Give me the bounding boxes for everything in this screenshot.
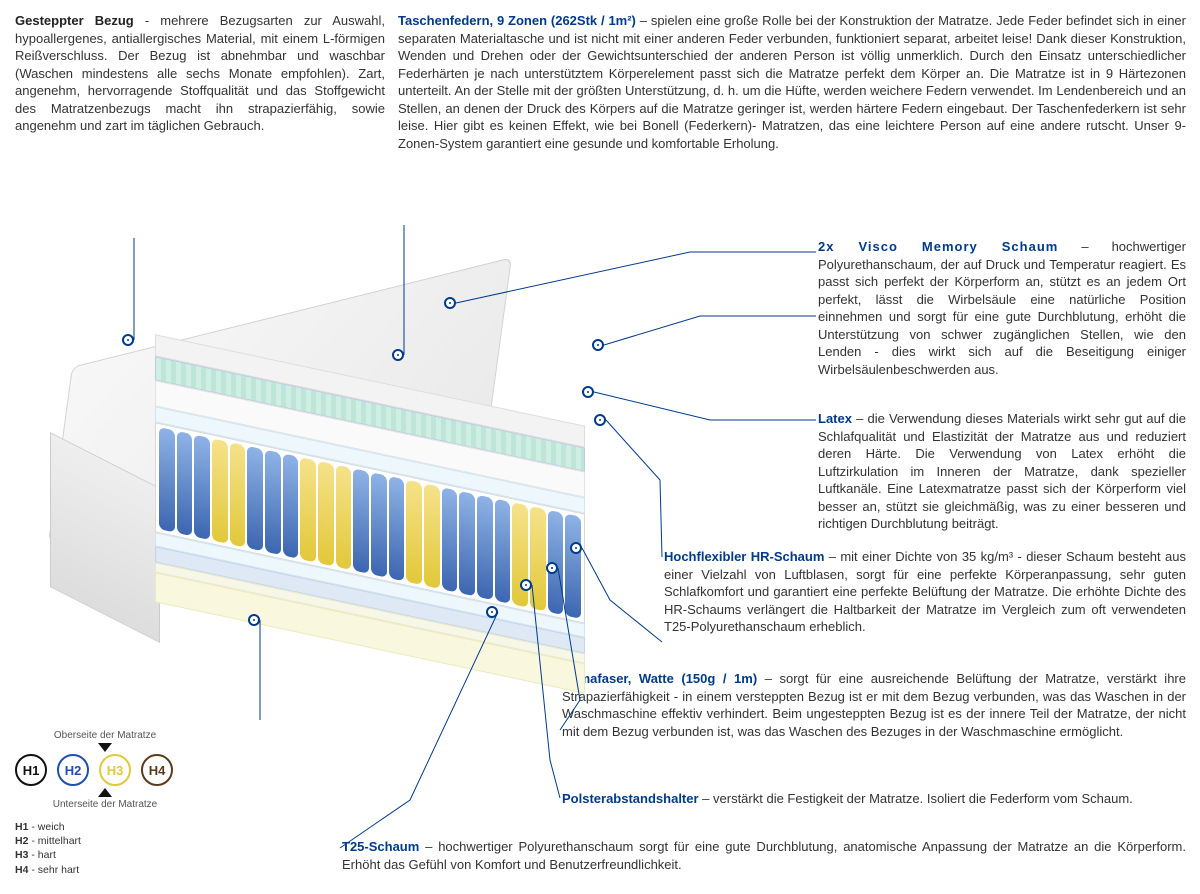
firmness-disc-h2: H2 <box>57 754 89 786</box>
pocket-spring <box>318 461 334 566</box>
section-federn: Taschenfedern, 9 Zonen (262Stk / 1m²) – … <box>398 12 1186 152</box>
pocket-spring <box>336 465 352 570</box>
arrow-up-icon <box>98 788 112 797</box>
firmness-legend: Oberseite der Matratze H1 H2 H3 H4 Untersei… <box>15 730 195 877</box>
section-polster: Polsterabstandshalter – verstärkt die Fe… <box>562 790 1186 808</box>
firmness-disc-h3: H3 <box>99 754 131 786</box>
pocket-spring <box>247 446 263 551</box>
pocket-spring <box>495 499 511 604</box>
mattress-diagram <box>20 260 640 680</box>
legend-keys: H1 - weichH2 - mittelhartH3 - hartH4 - s… <box>15 820 195 877</box>
pocket-spring <box>389 476 405 581</box>
m-bezug-marker <box>122 334 134 346</box>
m-hr2-marker <box>570 542 582 554</box>
polster-body: verstärkt die Festigkeit der Matratze. I… <box>713 791 1133 806</box>
m-side-marker <box>248 614 260 626</box>
bezug-title: Gesteppter Bezug <box>15 13 134 28</box>
bezug-body: mehrere Bezugsarten zur Auswahl, hypoall… <box>15 13 385 133</box>
section-klimafaser: Klimafaser, Watte (150g / 1m) – sorgt fü… <box>562 670 1186 740</box>
pocket-spring <box>300 457 316 562</box>
m-federn-marker <box>392 349 404 361</box>
arrow-down-icon <box>98 743 112 752</box>
t25-body: hochwertiger Polyurethanschaum sorgt für… <box>342 839 1186 872</box>
legend-top-caption: Oberseite der Matratze <box>15 730 195 741</box>
pocket-spring <box>283 453 299 558</box>
section-t25: T25-Schaum – hochwertiger Polyurethansch… <box>342 838 1186 873</box>
m-hr-marker <box>594 414 606 426</box>
pocket-spring <box>406 480 422 585</box>
pocket-spring <box>530 506 546 611</box>
pocket-spring <box>512 502 528 607</box>
m-latex-marker <box>582 386 594 398</box>
m-polster-marker <box>520 579 532 591</box>
m-visco2-marker <box>592 339 604 351</box>
pocket-spring <box>212 438 228 543</box>
section-hr: Hochflexibler HR-Schaum – mit einer Dich… <box>664 548 1186 636</box>
hr-title: Hochflexibler HR-Schaum <box>664 549 824 564</box>
visco-title: 2x Visco Memory Schaum <box>818 239 1058 254</box>
legend-bottom-caption: Unterseite der Matratze <box>15 799 195 810</box>
latex-title: Latex <box>818 411 852 426</box>
pocket-spring <box>424 483 440 588</box>
m-klima-marker <box>546 562 558 574</box>
pocket-spring <box>442 487 458 592</box>
pocket-spring <box>565 514 581 619</box>
pocket-spring <box>459 491 475 596</box>
firmness-disc-h4: H4 <box>141 754 173 786</box>
legend-key-h1: H1 - weich <box>15 820 195 834</box>
pocket-spring <box>159 427 175 532</box>
pocket-spring <box>477 495 493 600</box>
legend-key-h2: H2 - mittelhart <box>15 834 195 848</box>
visco-body: hochwertiger Polyurethanschaum, der auf … <box>818 239 1186 377</box>
pocket-spring <box>353 468 369 573</box>
pocket-spring <box>371 472 387 577</box>
m-visco-marker <box>444 297 456 309</box>
legend-key-h4: H4 - sehr hart <box>15 863 195 877</box>
m-t25-marker <box>486 606 498 618</box>
pocket-spring <box>194 435 210 540</box>
pocket-spring <box>265 450 281 555</box>
firmness-disc-h1: H1 <box>15 754 47 786</box>
federn-body: spielen eine große Rolle bei der Konstru… <box>398 13 1186 151</box>
t25-title: T25-Schaum <box>342 839 419 854</box>
legend-key-h3: H3 - hart <box>15 848 195 862</box>
federn-title: Taschenfedern, 9 Zonen (262Stk / 1m²) <box>398 13 636 28</box>
latex-body: die Verwendung dieses Materials wirkt se… <box>818 411 1186 531</box>
polster-title: Polsterabstandshalter <box>562 791 699 806</box>
pocket-spring <box>230 442 246 547</box>
section-bezug: Gesteppter Bezug - mehrere Bezugsarten z… <box>15 12 385 135</box>
section-visco: 2x Visco Memory Schaum – hochwertiger Po… <box>818 238 1186 378</box>
cutaway <box>155 334 585 725</box>
pocket-spring <box>177 431 193 536</box>
section-latex: Latex – die Verwendung dieses Materials … <box>818 410 1186 533</box>
legend-discs: H1 H2 H3 H4 <box>15 754 195 786</box>
